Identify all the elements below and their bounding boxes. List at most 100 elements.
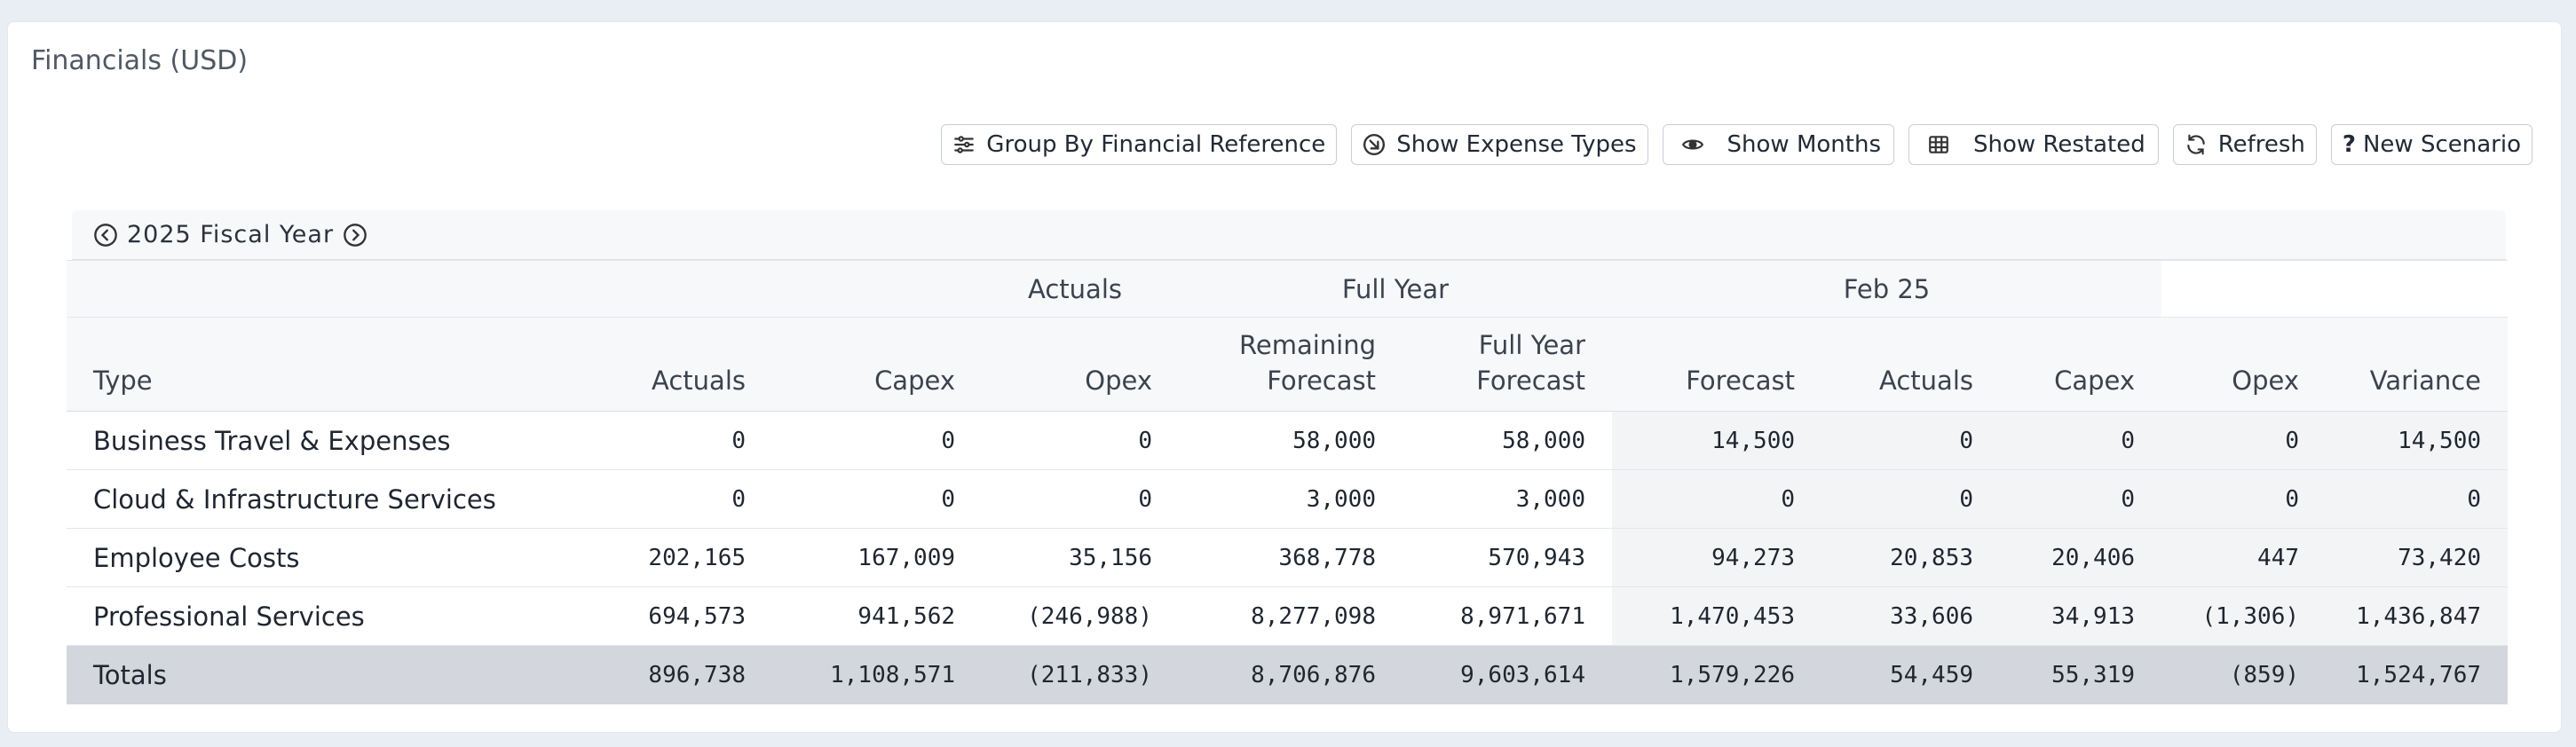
- cell-opex: (246,988): [982, 586, 1179, 646]
- group-by-label: Group By Financial Reference: [986, 131, 1326, 158]
- cell-opex: 0: [982, 469, 1179, 529]
- cell-opex: 0: [982, 411, 1179, 470]
- fiscal-year-label: 2025 Fiscal Year: [127, 221, 335, 248]
- cell-capex: 941,562: [772, 586, 982, 646]
- cell-period-variance: 1,436,847: [2326, 586, 2509, 646]
- financials-table: Actuals Full Year Feb 25 Type Actuals Ca…: [67, 260, 2509, 704]
- expense-types-label: Show Expense Types: [1396, 131, 1637, 158]
- cell-remaining-forecast: 368,778: [1179, 528, 1403, 587]
- cell-period-actuals: 33,606: [1821, 586, 2000, 646]
- col-period-opex[interactable]: Opex: [2161, 317, 2327, 412]
- col-actuals[interactable]: Actuals: [563, 317, 772, 412]
- cell-period-capex: 34,913: [2000, 586, 2162, 646]
- circle-arrow-down-right-icon: [1363, 133, 1386, 156]
- cell-full-year-forecast: 8,971,671: [1403, 586, 1612, 646]
- question-icon: ?: [2342, 131, 2356, 158]
- cell-remaining-forecast: 8,706,876: [1179, 645, 1403, 704]
- cell-actuals: 202,165: [563, 528, 772, 587]
- new-scenario-label: New Scenario: [2362, 131, 2521, 158]
- col-opex[interactable]: Opex: [982, 317, 1179, 412]
- col-period-variance[interactable]: Variance: [2326, 317, 2509, 412]
- col-period-forecast[interactable]: Forecast: [1612, 317, 1821, 412]
- cell-remaining-forecast: 3,000: [1179, 469, 1403, 529]
- cell-full-year-forecast: 3,000: [1403, 469, 1612, 529]
- cell-period-actuals: 0: [1821, 469, 2000, 529]
- cell-type: Cloud & Infrastructure Services: [67, 469, 563, 529]
- group-actuals: Actuals: [563, 260, 1179, 318]
- new-scenario-button[interactable]: ? New Scenario: [2330, 124, 2533, 165]
- col-capex[interactable]: Capex: [772, 317, 982, 412]
- refresh-icon: [2186, 134, 2205, 155]
- cell-capex: 167,009: [772, 528, 982, 587]
- column-header-row: Type Actuals Capex Opex Remaining Foreca…: [67, 317, 2509, 412]
- cell-capex: 1,108,571: [772, 645, 982, 704]
- refresh-label: Refresh: [2217, 131, 2305, 158]
- cell-period-forecast: 1,579,226: [1612, 645, 1821, 704]
- group-full-year: Full Year: [1179, 260, 1612, 318]
- table-row[interactable]: Employee Costs 202,165 167,009 35,156 368,77…: [67, 528, 2509, 587]
- cell-period-opex: 447: [2161, 528, 2327, 587]
- group-by-financial-reference-button[interactable]: Group By Financial Reference: [941, 124, 1338, 165]
- toolbar: Group By Financial Reference Show Expens…: [941, 124, 2533, 165]
- restated-label: Show Restated: [1973, 131, 2145, 158]
- col-period-capex[interactable]: Capex: [2000, 317, 2162, 412]
- show-restated-button[interactable]: Show Restated: [1908, 124, 2159, 165]
- cell-period-capex: 55,319: [2000, 645, 2162, 704]
- eye-icon: [1681, 139, 1703, 150]
- table-body: Business Travel & Expenses 0 0 0 58,000 58,00…: [67, 411, 2509, 704]
- cell-period-opex: 0: [2161, 469, 2327, 529]
- cell-type: Employee Costs: [67, 528, 563, 587]
- months-label: Show Months: [1727, 131, 1882, 158]
- table-row[interactable]: Business Travel & Expenses 0 0 0 58,000 58,00…: [67, 411, 2509, 470]
- col-full-year-forecast[interactable]: Full Year Forecast: [1403, 317, 1612, 412]
- table-row[interactable]: Cloud & Infrastructure Services 0 0 0 3,000 3…: [67, 469, 2509, 529]
- cell-period-actuals: 0: [1821, 411, 2000, 470]
- fiscal-year-navigator: 2025 Fiscal Year: [72, 210, 2506, 260]
- show-months-button[interactable]: Show Months: [1662, 124, 1895, 165]
- sliders-icon: [954, 136, 975, 153]
- cell-opex: (211,833): [982, 645, 1179, 704]
- cell-capex: 0: [772, 469, 982, 529]
- group-blank: [2161, 260, 2509, 318]
- cell-actuals: 0: [563, 469, 772, 529]
- cell-actuals: 694,573: [563, 586, 772, 646]
- chevron-right-circle-icon[interactable]: [343, 223, 367, 248]
- group-period: Feb 25: [1612, 260, 2162, 318]
- group-spacer: [67, 260, 563, 318]
- cell-period-variance: 1,524,767: [2326, 645, 2509, 704]
- cell-period-opex: (1,306): [2161, 586, 2327, 646]
- col-period-actuals[interactable]: Actuals: [1821, 317, 2000, 412]
- cell-remaining-forecast: 58,000: [1179, 411, 1403, 470]
- cell-period-forecast: 1,470,453: [1612, 586, 1821, 646]
- chevron-left-circle-icon[interactable]: [93, 223, 118, 248]
- totals-row[interactable]: Totals 896,738 1,108,571 (211,833) 8,706,876…: [67, 645, 2509, 704]
- show-expense-types-button[interactable]: Show Expense Types: [1351, 124, 1648, 165]
- refresh-button[interactable]: Refresh: [2172, 124, 2317, 165]
- cell-actuals: 896,738: [563, 645, 772, 704]
- cell-full-year-forecast: 570,943: [1403, 528, 1612, 587]
- cell-type: Professional Services: [67, 586, 563, 646]
- cell-period-actuals: 54,459: [1821, 645, 2000, 704]
- card-title: Financials (USD): [31, 45, 249, 76]
- cell-period-capex: 0: [2000, 469, 2162, 529]
- financials-card: Financials (USD) Group By Financial Refe…: [7, 21, 2562, 733]
- cell-period-variance: 73,420: [2326, 528, 2509, 587]
- cell-actuals: 0: [563, 411, 772, 470]
- col-remaining-forecast[interactable]: Remaining Forecast: [1179, 317, 1403, 412]
- cell-full-year-forecast: 9,603,614: [1403, 645, 1612, 704]
- col-type[interactable]: Type: [67, 317, 563, 412]
- cell-type: Business Travel & Expenses: [67, 411, 563, 470]
- cell-period-capex: 0: [2000, 411, 2162, 470]
- cell-period-capex: 20,406: [2000, 528, 2162, 587]
- cell-period-variance: 0: [2326, 469, 2509, 529]
- table-row[interactable]: Professional Services 694,573 941,562 (246,…: [67, 586, 2509, 646]
- cell-opex: 35,156: [982, 528, 1179, 587]
- cell-period-actuals: 20,853: [1821, 528, 2000, 587]
- table-icon: [1929, 136, 1948, 153]
- column-group-header: Actuals Full Year Feb 25: [67, 260, 2509, 318]
- cell-period-forecast: 94,273: [1612, 528, 1821, 587]
- cell-capex: 0: [772, 411, 982, 470]
- cell-period-variance: 14,500: [2326, 411, 2509, 470]
- cell-full-year-forecast: 58,000: [1403, 411, 1612, 470]
- cell-period-opex: 0: [2161, 411, 2327, 470]
